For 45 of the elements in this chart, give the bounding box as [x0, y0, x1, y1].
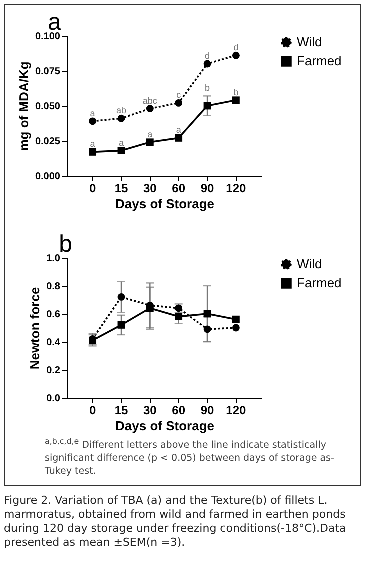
- annotation: c: [176, 90, 182, 100]
- y-tick-label: 0.000: [35, 172, 61, 182]
- annotation: a: [118, 138, 124, 148]
- x-tick-label: 90: [200, 182, 215, 196]
- chart-title: b: [59, 231, 72, 258]
- x-tick-label: 15: [114, 404, 128, 418]
- y-tick-label: 0.025: [35, 136, 61, 148]
- legend-label: Wild: [297, 256, 322, 272]
- x-axis-title: Days of Storage: [116, 418, 214, 434]
- x-tick-label: 90: [200, 404, 215, 418]
- y-axis-title: mg of MDA/Kg: [16, 62, 32, 152]
- text: $^{a,b,c,d,e}$ Different letters above the line indicate statistically significant difference (p < 0.05) between days of storage as-Tukey test.: [45, 437, 336, 479]
- annotation: ab: [116, 106, 126, 116]
- x-tick-label: 120: [226, 404, 247, 418]
- annotation: a: [90, 139, 96, 150]
- legend-label: Farmed: [297, 54, 342, 68]
- x-tick-label: 120: [226, 182, 247, 196]
- annotation: b: [205, 83, 210, 94]
- y-tick-label: 0.4: [46, 338, 61, 348]
- annotation: d: [205, 51, 210, 61]
- annotation: b: [234, 87, 239, 98]
- y-tick-label: 1.0: [46, 254, 61, 264]
- y-axis-title: Newton force: [28, 287, 43, 370]
- legend-label: Wild: [297, 34, 322, 50]
- annotation: a: [176, 125, 182, 136]
- annotation: d: [234, 42, 239, 53]
- caption: Figure 2. Variation of TBA (a) and the Texture(b) of fillets L. marmoratus, obtained from wild and farmed in earthen ponds during 120 day storage under freezing conditions(-18°C).Data presented as mean ±SEM(n =3).: [4, 494, 348, 551]
- x-axis-title: Days of Storage: [116, 196, 214, 212]
- y-tick-label: 0.2: [46, 366, 61, 376]
- annotation: a: [90, 108, 96, 118]
- x-tick-label: 60: [172, 182, 186, 196]
- annotation: abc: [142, 96, 158, 106]
- x-tick-label: 0: [89, 404, 96, 418]
- annotation: a: [148, 129, 153, 140]
- x-tick-label: 30: [143, 182, 158, 196]
- y-tick-label: 0.8: [46, 282, 61, 292]
- y-tick-label: 0.075: [35, 66, 61, 78]
- x-tick-label: 0: [89, 182, 96, 196]
- x-tick-label: 60: [172, 404, 186, 418]
- x-tick-label: 30: [143, 404, 158, 418]
- y-tick-label: 0.050: [35, 102, 61, 112]
- legend-label: Farmed: [297, 276, 342, 290]
- x-tick-label: 15: [114, 182, 128, 196]
- y-tick-label: 0.6: [46, 310, 61, 320]
- y-tick-label: 0.0: [46, 394, 61, 404]
